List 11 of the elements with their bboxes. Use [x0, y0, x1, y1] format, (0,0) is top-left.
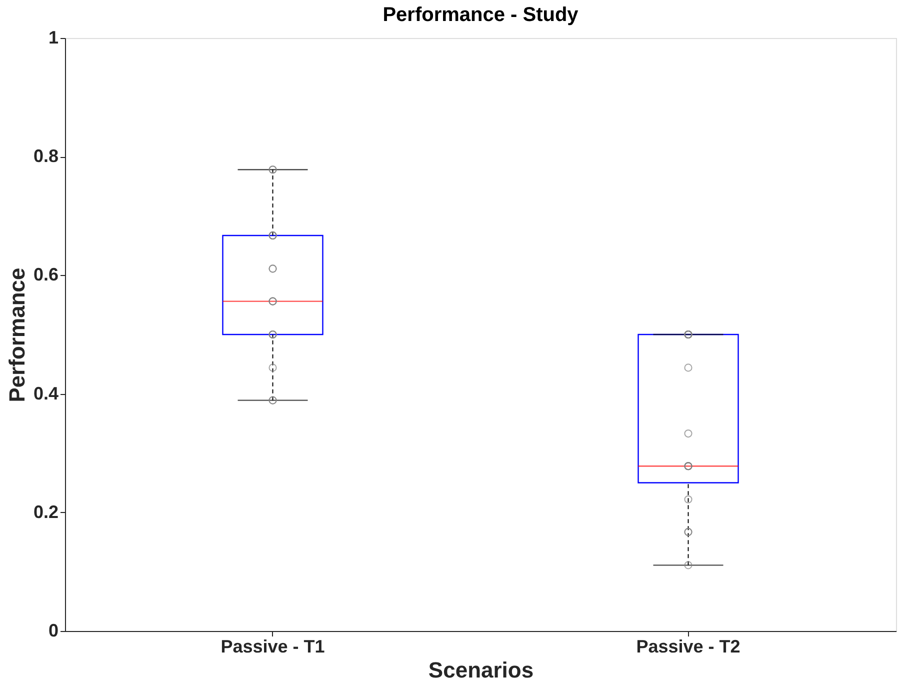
y-axis-title: Performance: [4, 268, 30, 402]
y-tick-label: 0.6: [33, 264, 58, 285]
x-tick-label: Passive - T2: [636, 636, 740, 656]
y-tick-label: 1: [48, 28, 58, 48]
x-axis-title: Scenarios: [428, 658, 534, 682]
y-tick-label: 0: [48, 620, 58, 640]
x-tick-label: Passive - T1: [220, 636, 325, 656]
y-tick-label: 0.8: [33, 146, 58, 166]
y-tick-label: 0.2: [33, 502, 58, 522]
y-tick-label: 0.4: [33, 383, 58, 404]
chart-title: Performance - Study: [382, 4, 580, 26]
